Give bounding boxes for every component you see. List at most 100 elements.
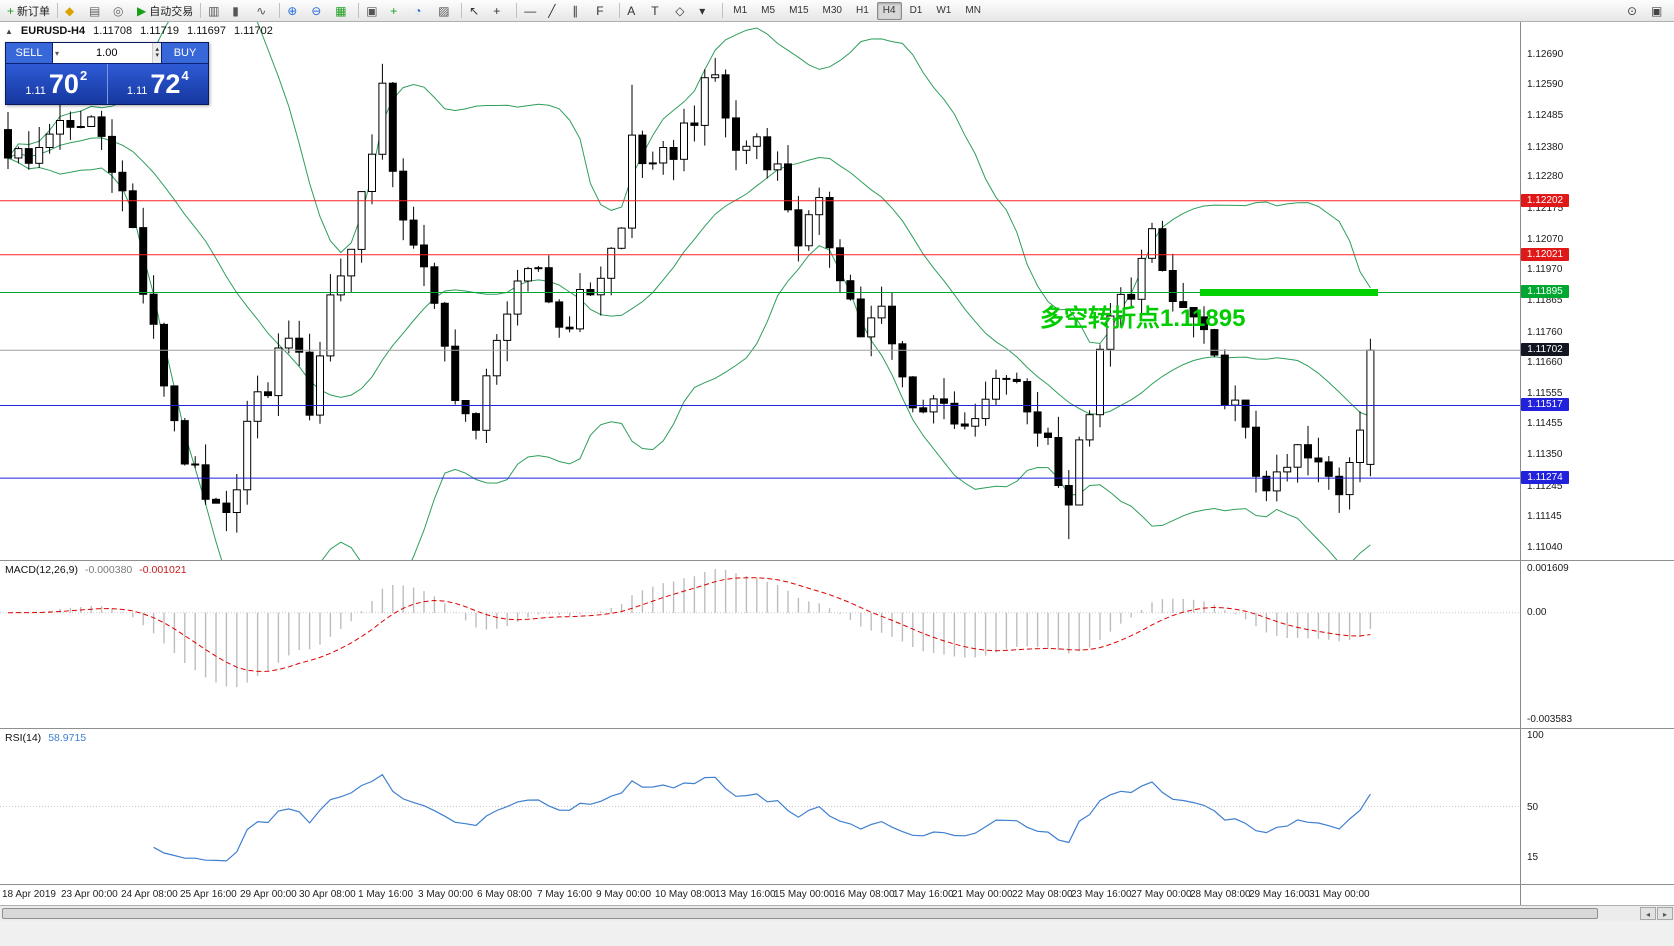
timeframe-h4[interactable]: H4: [876, 1, 902, 20]
time-label: 1 May 16:00: [358, 889, 414, 900]
time-label: 10 May 08:00: [655, 889, 716, 900]
navigator-icon: ◎: [113, 3, 124, 18]
sell-price-sup: 2: [79, 68, 88, 83]
pane-separator[interactable]: [0, 728, 1674, 729]
ohlc-open: 1.11708: [93, 25, 133, 37]
price-axis[interactable]: 1.12690 1.12590 1.12485 1.12380 1.12280 1.121…: [1521, 22, 1674, 560]
grid-icon[interactable]: ▦: [331, 1, 355, 21]
timeframe-bar: M1 M5 M15 M30 H1 H4 D1 W1 MN: [726, 1, 988, 20]
autotrade-button[interactable]: ▶ 自动交易: [133, 1, 197, 21]
horizontal-scrollbar[interactable]: ◂ ▸: [0, 905, 1674, 921]
timeframe-w1[interactable]: W1: [936, 4, 952, 16]
timeframe-mn[interactable]: MN: [965, 4, 981, 16]
price-axis-label: 1.12280: [1527, 171, 1564, 182]
time-label: 31 May 00:00: [1309, 889, 1370, 900]
buy-price-button[interactable]: 1.11 72 4: [108, 64, 209, 104]
new-chart-icon[interactable]: +: [386, 1, 410, 21]
buy-button[interactable]: BUY: [162, 43, 208, 63]
profiles-icon[interactable]: ◆: [61, 1, 85, 21]
fibonacci-icon[interactable]: F: [592, 1, 616, 21]
periods-icon: ◔: [414, 3, 422, 18]
price-axis-label: 1.11350: [1527, 449, 1563, 460]
timeframe-m5[interactable]: M5: [761, 4, 776, 16]
sell-price-prefix: 1.11: [25, 85, 46, 97]
rsi-axis-label: 15: [1527, 852, 1539, 863]
time-label: 29 Apr 00:00: [240, 889, 297, 900]
new-window-icon[interactable]: ▣: [1647, 1, 1671, 21]
time-label: 6 May 08:00: [477, 889, 533, 900]
support-level-segment[interactable]: [1200, 289, 1378, 297]
pane-separator[interactable]: [0, 884, 1674, 885]
templates-icon[interactable]: ▨: [434, 1, 458, 21]
chart-header: ▲ EURUSD-H4 1.11708 1.11719 1.11697 1.11…: [5, 25, 273, 37]
channel-icon[interactable]: ∥: [568, 1, 592, 21]
sell-price-big: 70: [48, 69, 79, 99]
label-icon[interactable]: T: [647, 1, 671, 21]
periods-icon[interactable]: ◔: [410, 1, 434, 21]
new-order-button-label: 新订单: [17, 5, 51, 18]
market-watch-icon[interactable]: ▤: [85, 1, 109, 21]
time-axis[interactable]: 18 Apr 2019 23 Apr 00:00 24 Apr 08:00 25 Ap…: [0, 885, 1674, 905]
macd-canvas[interactable]: [0, 561, 1520, 728]
timeframe-d1[interactable]: D1: [909, 4, 923, 16]
scroll-left-icon[interactable]: ◂: [1640, 907, 1656, 920]
rsi-canvas[interactable]: [0, 729, 1520, 884]
buy-price-sup: 4: [181, 68, 189, 83]
timeframe-m1[interactable]: M1: [733, 4, 748, 16]
price-tag: 1.12202: [1521, 194, 1569, 207]
shapes-dropdown-icon[interactable]: ▾: [695, 1, 719, 21]
sell-button[interactable]: SELL: [6, 43, 52, 63]
volume-dropdown-icon[interactable]: ▾: [55, 48, 60, 58]
zoom-out-icon[interactable]: ⊖: [307, 1, 331, 21]
sell-price-button[interactable]: 1.11 70 2: [6, 64, 107, 104]
line-chart-icon[interactable]: ∿: [252, 1, 276, 21]
zoom-in-icon[interactable]: ⊕: [283, 1, 307, 21]
navigator-icon[interactable]: ◎: [109, 1, 133, 21]
horizontal-line-icon[interactable]: —: [520, 1, 544, 21]
new-order-button[interactable]: + 新订单: [3, 1, 54, 21]
time-label: 30 Apr 08:00: [299, 889, 356, 900]
trendline-icon: ╱: [548, 3, 556, 18]
shapes-icon[interactable]: ◇: [671, 1, 695, 21]
time-label: 16 May 08:00: [834, 889, 895, 900]
search-icon[interactable]: ⊙: [1623, 1, 1647, 21]
price-chart-canvas[interactable]: [0, 22, 1520, 560]
pane-separator[interactable]: [0, 560, 1674, 561]
macd-axis-label: 0.00: [1527, 607, 1547, 618]
macd-axis[interactable]: 0.001609 0.00 -0.003583: [1521, 561, 1674, 728]
spinner-down-icon[interactable]: ▾: [155, 52, 159, 59]
time-label: 7 May 16:00: [537, 889, 593, 900]
timeframe-h1[interactable]: H1: [855, 4, 869, 16]
text-icon[interactable]: A: [623, 1, 647, 21]
price-axis-label: 1.11245: [1527, 481, 1563, 492]
scroll-right-icon[interactable]: ▸: [1657, 907, 1673, 920]
spinner-up-icon[interactable]: ▴: [155, 46, 159, 53]
crosshair-icon[interactable]: +: [489, 1, 513, 21]
rsi-axis[interactable]: 100 50 15: [1521, 729, 1674, 884]
shapes-icon: ◇: [675, 3, 685, 18]
toolbar: + 新订单 ◆ ▤ ◎ ▶ 自动交易 ▥ ▮ ∿ ⊕ ⊖ ▦ ▣ + ◔ ▨ ↖ + — ╱ ∥ F A T ◇ ▾ M1 M5 M15…: [0, 0, 1674, 22]
toolbar-separator: [358, 3, 360, 18]
cursor-icon: ↖: [469, 3, 480, 18]
candlestick-chart-icon[interactable]: ▮: [228, 1, 252, 21]
tile-windows-icon[interactable]: ▣: [362, 1, 386, 21]
scrollbar-thumb[interactable]: [2, 908, 1598, 919]
time-label: 17 May 16:00: [893, 889, 954, 900]
shapes-dropdown-icon: ▾: [699, 3, 706, 18]
timeframe-m15[interactable]: M15: [789, 4, 809, 16]
toolbar-separator: [619, 3, 621, 18]
trendline-icon[interactable]: ╱: [544, 1, 568, 21]
timeframe-m30[interactable]: M30: [822, 4, 842, 16]
zoom-in-icon: ⊕: [287, 3, 298, 18]
price-tag: 1.11895: [1521, 285, 1569, 298]
cursor-icon[interactable]: ↖: [465, 1, 489, 21]
horizontal-line-icon: —: [524, 3, 537, 18]
volume-input[interactable]: [61, 46, 153, 60]
autotrade-button-label: 自动交易: [149, 5, 194, 18]
price-axis-label: 1.11865: [1527, 295, 1563, 306]
macd-axis-label: 0.001609: [1527, 563, 1569, 574]
rsi-value: 58.9715: [48, 732, 87, 744]
line-chart-icon: ∿: [256, 3, 267, 18]
bar-chart-icon[interactable]: ▥: [204, 1, 228, 21]
